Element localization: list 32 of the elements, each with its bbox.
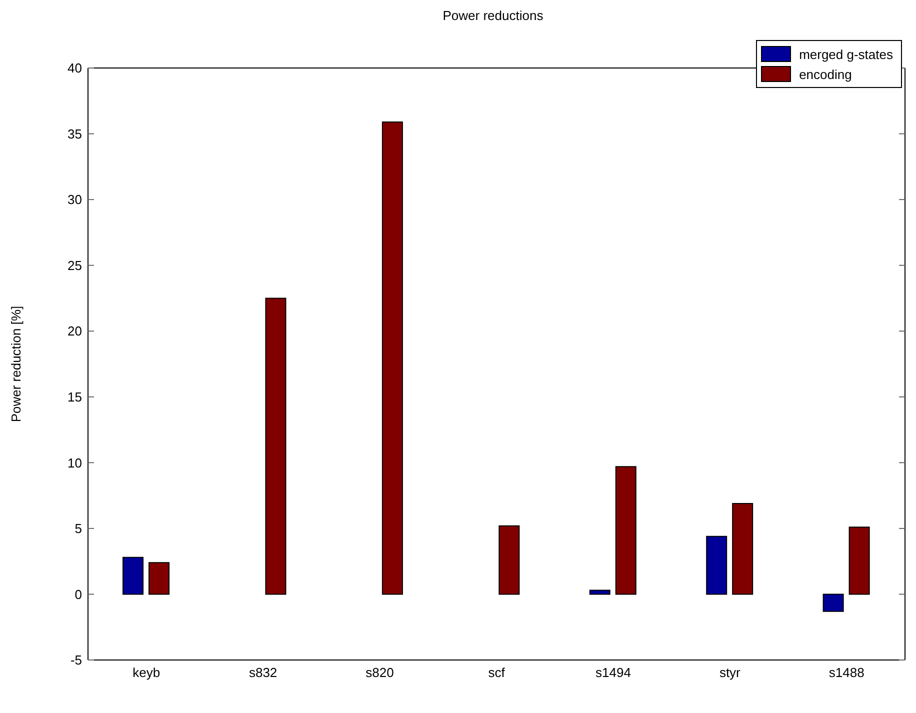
bar: [265, 298, 286, 595]
bar: [848, 526, 870, 595]
y-axis-title: Power reduction [%]: [8, 306, 24, 422]
y-tick-label: 10: [68, 455, 82, 470]
x-tick-label: styr: [719, 665, 742, 680]
bar: [732, 502, 754, 595]
legend-label: encoding: [799, 66, 852, 82]
x-tick-label: s832: [248, 665, 278, 680]
x-tick-label: s1494: [596, 665, 631, 680]
y-tick-label: 15: [68, 390, 82, 405]
bar: [498, 525, 520, 595]
y-tick-label: 30: [68, 192, 82, 208]
bar: [122, 556, 144, 595]
x-tick-label: s1488: [828, 665, 864, 680]
bar: [706, 536, 728, 595]
x-tick-label: scf: [488, 665, 506, 680]
bar: [589, 590, 610, 595]
x-tick-label: keyb: [132, 665, 160, 680]
bar: [382, 121, 403, 595]
y-tick-label: 35: [68, 126, 82, 142]
bar: [822, 594, 844, 612]
bar: [148, 562, 170, 595]
chart-title: Power reductions: [442, 8, 544, 25]
y-tick-label: 20: [68, 324, 82, 339]
bar: [615, 466, 636, 595]
y-tick-label: -5: [70, 652, 82, 668]
y-tick-label: 25: [68, 258, 82, 273]
y-tick-label: 5: [74, 521, 82, 536]
y-tick-label: 0: [74, 586, 82, 602]
y-tick-label: 40: [68, 60, 82, 76]
x-tick-label: s820: [366, 665, 394, 680]
legend-label: merged g-states: [799, 46, 893, 62]
